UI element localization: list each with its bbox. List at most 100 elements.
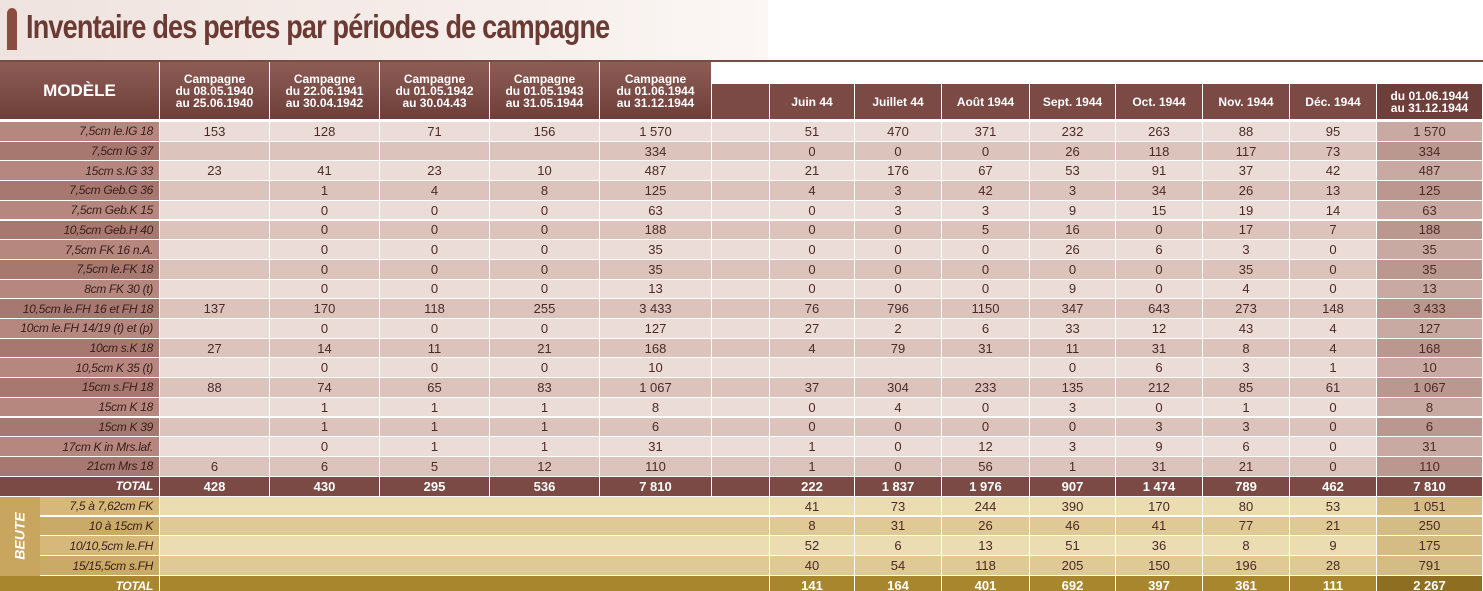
cell: 3	[855, 181, 942, 201]
cell: 79	[855, 338, 942, 359]
total-cell: 222	[770, 476, 855, 497]
cell: 0	[770, 240, 855, 260]
cell: 1	[1203, 397, 1290, 418]
header-line: du 01.05.1943	[505, 83, 584, 98]
cell: 65	[380, 378, 490, 398]
cell: 10	[490, 161, 600, 182]
header-line: au 31.12.1944	[616, 95, 695, 110]
cell: 232	[1030, 122, 1116, 142]
cell: 1	[1030, 456, 1116, 477]
cell: 15	[1116, 200, 1203, 221]
cell	[160, 200, 270, 221]
header-line: Campagne	[403, 71, 466, 86]
cell: 8	[1377, 397, 1483, 418]
cell: 56	[942, 456, 1030, 477]
total-cell: 692	[1030, 576, 1116, 591]
cell: 0	[270, 240, 380, 260]
cell: 35	[1203, 259, 1290, 280]
spacer	[712, 161, 770, 182]
cell: 26	[1203, 181, 1290, 201]
model-name: 7,5cm FK 16 n.A.	[0, 240, 160, 260]
cell: 0	[770, 200, 855, 221]
cell: 51	[770, 122, 855, 142]
month-header: Sept. 1944	[1030, 84, 1116, 120]
total-cell: 7 810	[600, 476, 712, 497]
cell: 8	[490, 181, 600, 201]
cell: 148	[1290, 299, 1377, 319]
cell: 31	[600, 437, 712, 457]
cell: 3	[1203, 358, 1290, 379]
cell: 53	[1290, 496, 1377, 517]
cell: 6	[942, 319, 1030, 339]
cell	[855, 358, 942, 379]
cell: 21	[490, 338, 600, 359]
beute-label-text: BEUTE	[12, 512, 29, 561]
cell: 41	[1116, 516, 1203, 537]
cell: 0	[1290, 259, 1377, 280]
cell: 0	[490, 200, 600, 221]
cell: 31	[942, 338, 1030, 359]
header-line: Campagne	[293, 71, 356, 86]
spacer	[712, 259, 770, 280]
cell: 4	[855, 397, 942, 418]
model-name: 7,5cm Geb.G 36	[0, 181, 160, 201]
cell	[490, 141, 600, 162]
header-line: Juillet 44	[872, 94, 924, 109]
cell: 168	[600, 338, 712, 359]
cell: 8	[600, 397, 712, 418]
header-line: Juin 44	[791, 94, 833, 109]
cell: 118	[1116, 141, 1203, 162]
cell: 0	[1290, 279, 1377, 300]
cell: 3	[1203, 240, 1290, 260]
cell: 1	[1290, 358, 1377, 379]
cell: 0	[380, 319, 490, 339]
cell: 27	[160, 338, 270, 359]
cell: 0	[1030, 417, 1116, 438]
cell: 1 051	[1377, 496, 1483, 517]
total-cell: 1 474	[1116, 476, 1203, 497]
cell: 127	[600, 319, 712, 339]
total-cell: 907	[1030, 476, 1116, 497]
cell: 23	[380, 161, 490, 182]
model-name: 10,5cm Geb.H 40	[0, 220, 160, 241]
cell: 5	[942, 220, 1030, 241]
spacer	[712, 200, 770, 221]
cell: 12	[490, 456, 600, 477]
beute-model: 15/15,5cm s.FH	[40, 556, 160, 577]
cell	[160, 240, 270, 260]
total-cell: 1 837	[855, 476, 942, 497]
beute-empty	[160, 556, 770, 577]
cell: 9	[1116, 437, 1203, 457]
cell: 80	[1203, 496, 1290, 517]
cell: 0	[855, 456, 942, 477]
rule	[0, 60, 1483, 62]
cell: 77	[1203, 516, 1290, 537]
header-line: Oct. 1944	[1132, 94, 1186, 109]
spacer	[712, 437, 770, 457]
cell: 11	[380, 338, 490, 359]
total-label: TOTAL	[0, 476, 160, 497]
cell: 88	[1203, 122, 1290, 142]
cell: 42	[1290, 161, 1377, 182]
cell: 0	[1290, 437, 1377, 457]
cell: 41	[770, 496, 855, 517]
cell: 6	[160, 456, 270, 477]
cell: 3	[1030, 397, 1116, 418]
beute-total-label: TOTAL	[0, 576, 160, 591]
cell	[160, 358, 270, 379]
cell: 1150	[942, 299, 1030, 319]
cell: 42	[942, 181, 1030, 201]
total-cell: 789	[1203, 476, 1290, 497]
cell: 4	[770, 338, 855, 359]
header-line: au 31.05.1944	[505, 95, 584, 110]
cell: 1 067	[600, 378, 712, 398]
cell: 0	[1030, 358, 1116, 379]
cell: 74	[270, 378, 380, 398]
model-name: 10cm s.K 18	[0, 338, 160, 359]
cell: 117	[1203, 141, 1290, 162]
cell: 8	[1203, 536, 1290, 557]
beute-empty	[160, 516, 770, 537]
cell: 1	[490, 437, 600, 457]
cell: 7	[1290, 220, 1377, 241]
cell: 13	[942, 536, 1030, 557]
